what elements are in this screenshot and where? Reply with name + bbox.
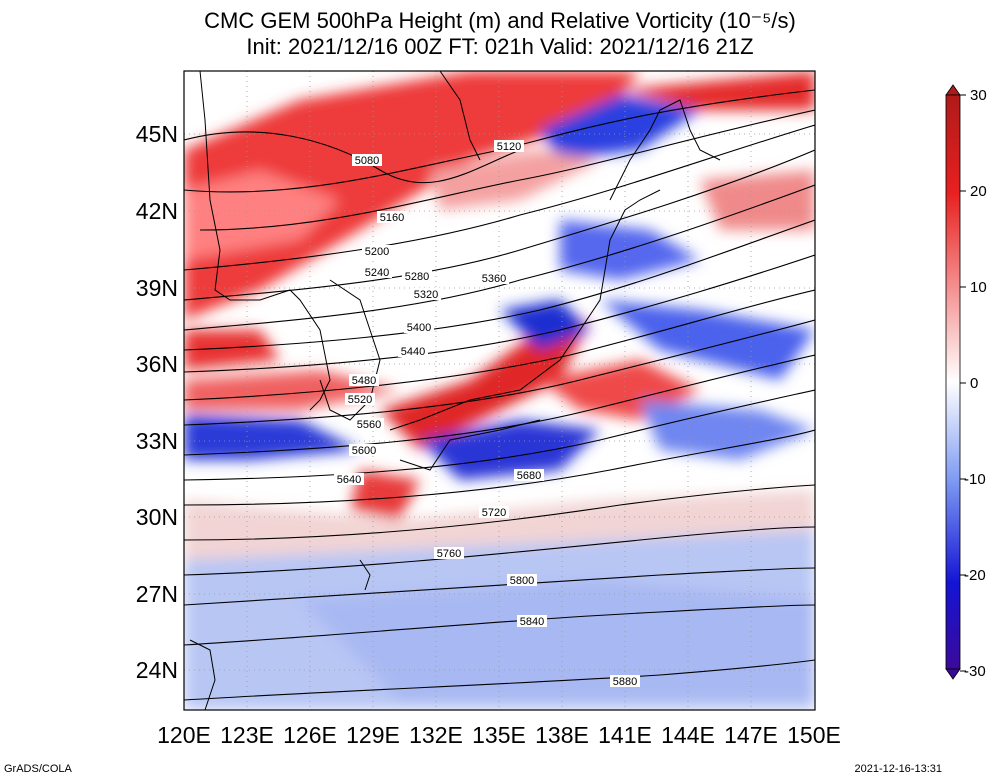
svg-text:5440: 5440 xyxy=(401,346,425,358)
svg-text:5200: 5200 xyxy=(365,246,389,258)
contour-label: 5560 xyxy=(354,418,384,431)
svg-text:5760: 5760 xyxy=(437,548,461,560)
svg-text:5600: 5600 xyxy=(352,445,376,457)
contour-label: 5600 xyxy=(349,444,379,457)
lat-tick-label: 42N xyxy=(136,198,178,224)
contour-label: 5360 xyxy=(479,272,509,285)
contour-label: 5280 xyxy=(402,270,432,283)
lon-tick-label: 129E xyxy=(346,722,400,748)
height-contours xyxy=(184,89,815,701)
lat-tick-label: 30N xyxy=(136,504,178,530)
svg-text:5120: 5120 xyxy=(497,141,521,153)
contour-labels: 5080 5120 5160 5200 5240 5280 5320 5360 … xyxy=(334,140,640,688)
colorbar-tick-label: -20 xyxy=(964,567,986,584)
contour-label: 5720 xyxy=(479,506,509,519)
lon-tick-label: 120E xyxy=(157,722,211,748)
lon-tick-label: 141E xyxy=(598,722,652,748)
lat-tick-label: 45N xyxy=(136,121,178,147)
lon-tick-label: 138E xyxy=(535,722,589,748)
colorbar-tick-label: 10 xyxy=(970,279,987,296)
contour-label: 5840 xyxy=(517,615,547,628)
svg-text:5720: 5720 xyxy=(482,507,506,519)
lat-tick-label: 24N xyxy=(136,657,178,683)
lon-tick-label: 144E xyxy=(661,722,715,748)
footer-timestamp: 2021-12-16-13:31 xyxy=(854,763,942,775)
colorbar-tick-label: -30 xyxy=(964,663,986,680)
svg-text:5400: 5400 xyxy=(407,322,431,334)
colorbar-tick-label: 0 xyxy=(970,375,978,392)
contour-label: 5080 xyxy=(352,154,382,167)
plot-frame xyxy=(183,70,816,711)
colorbar-tick-label: -10 xyxy=(964,471,986,488)
contour-label: 5880 xyxy=(610,675,640,688)
svg-text:5080: 5080 xyxy=(355,155,379,167)
footer-credit: GrADS/COLA xyxy=(4,763,72,775)
svg-text:5640: 5640 xyxy=(337,474,361,486)
svg-text:5480: 5480 xyxy=(352,375,376,387)
colorbar: 30 20 10 0 -10 -20 -30 xyxy=(945,84,987,680)
lon-tick-label: 132E xyxy=(409,722,463,748)
svg-text:5160: 5160 xyxy=(380,212,404,224)
latitude-axis: 45N 42N 39N 36N 33N 30N 27N 24N xyxy=(136,121,178,683)
contour-label: 5400 xyxy=(404,321,434,334)
lon-tick-label: 123E xyxy=(220,722,274,748)
map-title: CMC GEM 500hPa Height (m) and Relative V… xyxy=(204,8,796,33)
lon-tick-label: 150E xyxy=(787,722,841,748)
lon-tick-label: 147E xyxy=(724,722,778,748)
lat-tick-label: 33N xyxy=(136,428,178,454)
contour-label: 5760 xyxy=(434,547,464,560)
contour-label: 5200 xyxy=(362,245,392,258)
svg-text:5680: 5680 xyxy=(517,470,541,482)
svg-text:5360: 5360 xyxy=(482,273,506,285)
colorbar-tick-label: 20 xyxy=(970,183,987,200)
lon-tick-label: 126E xyxy=(283,722,337,748)
svg-text:5520: 5520 xyxy=(348,394,372,406)
svg-text:5880: 5880 xyxy=(613,676,637,688)
map-subtitle: Init: 2021/12/16 00Z FT: 021h Valid: 202… xyxy=(246,34,754,59)
svg-text:5800: 5800 xyxy=(510,575,534,587)
contour-label: 5160 xyxy=(377,211,407,224)
coastlines xyxy=(189,71,721,710)
vorticity-shading xyxy=(184,71,815,710)
contour-label: 5120 xyxy=(494,140,524,153)
lat-tick-label: 27N xyxy=(136,581,178,607)
lon-tick-label: 135E xyxy=(472,722,526,748)
svg-text:5320: 5320 xyxy=(414,289,438,301)
contour-label: 5640 xyxy=(334,473,364,486)
contour-label: 5520 xyxy=(345,393,375,406)
longitude-axis: 120E 123E 126E 129E 132E 135E 138E 141E … xyxy=(157,722,841,748)
contour-label: 5240 xyxy=(362,266,392,279)
lat-tick-label: 36N xyxy=(136,351,178,377)
contour-label: 5440 xyxy=(398,345,428,358)
lat-tick-label: 39N xyxy=(136,275,178,301)
contour-label: 5480 xyxy=(349,374,379,387)
svg-text:5560: 5560 xyxy=(357,419,381,431)
svg-text:5240: 5240 xyxy=(365,267,389,279)
colorbar-tick-label: 30 xyxy=(970,87,987,104)
svg-text:5280: 5280 xyxy=(405,271,429,283)
contour-label: 5320 xyxy=(411,288,441,301)
contour-label: 5680 xyxy=(514,469,544,482)
contour-label: 5800 xyxy=(507,574,537,587)
svg-text:5840: 5840 xyxy=(520,616,544,628)
